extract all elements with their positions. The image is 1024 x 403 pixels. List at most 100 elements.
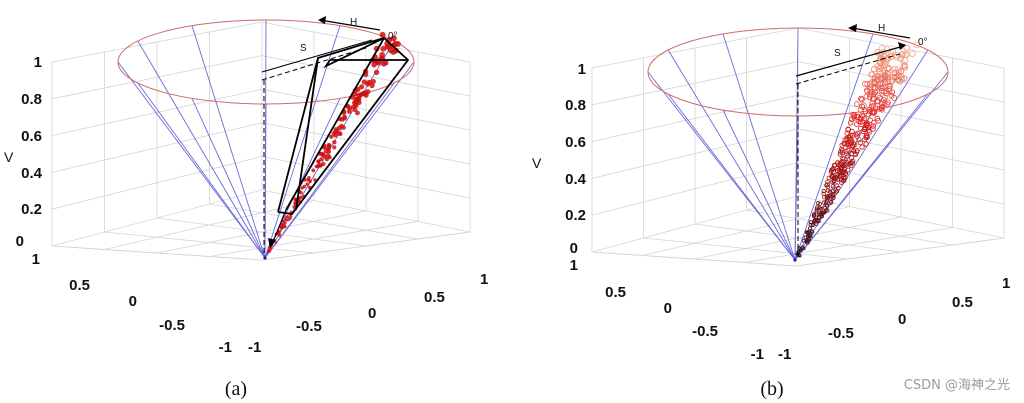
a-annotation-s: S	[300, 43, 307, 54]
panel-a-grid	[51, 21, 471, 261]
b-data-point	[817, 201, 823, 206]
b-data-point	[845, 134, 851, 141]
b-data-point	[854, 130, 861, 136]
a-cone-spoke-6	[117, 61, 266, 259]
a-frame-notch	[323, 37, 385, 69]
a-data-point	[355, 110, 360, 116]
a-z-tick-4: 0.8	[21, 91, 42, 108]
a-data-point	[278, 229, 281, 233]
a-data-point	[289, 214, 293, 218]
b-data-point	[830, 179, 835, 185]
b-data-point	[813, 39, 817, 43]
b-data-point	[871, 78, 878, 86]
a-cone-rim	[117, 19, 415, 105]
b-data-point	[913, 41, 921, 49]
b-data-point	[815, 201, 821, 206]
b-data-point	[811, 53, 815, 57]
b-data-point	[815, 205, 820, 210]
b-x-tick-1: 0.5	[605, 284, 626, 301]
b-data-point	[854, 53, 858, 57]
b-data-point	[814, 207, 819, 212]
b-data-point	[829, 193, 834, 199]
a-data-point	[321, 162, 326, 166]
b-cone-spoke-7	[667, 49, 796, 261]
b-cone-spoke-11	[794, 49, 929, 261]
a-data-point	[323, 149, 328, 154]
b-data-point	[886, 86, 893, 93]
a-floor-b-3	[209, 221, 419, 257]
b-data-point	[852, 151, 858, 157]
b-cone-spoke-9	[794, 27, 799, 261]
b-data-point	[882, 79, 889, 86]
b-data-point	[804, 239, 809, 244]
a-z-tick-0: 0	[16, 233, 24, 250]
a-z-tick-2: 0.4	[21, 165, 43, 182]
b-data-point	[808, 220, 813, 225]
b-data-point	[880, 97, 887, 103]
b-data-point	[864, 81, 871, 88]
a-data-point	[286, 215, 289, 218]
a-data-point	[379, 31, 386, 38]
a-data-point	[355, 86, 361, 92]
b-y-tick-4: 1	[1002, 275, 1010, 292]
a-data-point	[327, 155, 332, 160]
b-data-point	[865, 127, 872, 134]
b-z-tick-4: 0.8	[565, 97, 586, 114]
b-data-point	[849, 128, 855, 135]
b-data-point	[853, 101, 860, 107]
a-data-point	[316, 159, 321, 164]
a-data-point	[356, 97, 362, 103]
b-data-point	[862, 108, 869, 114]
b-data-point	[835, 160, 841, 166]
b-data-point	[819, 51, 823, 55]
a-data-point	[379, 52, 385, 58]
a-x-tick-1: 0.5	[69, 277, 90, 294]
a-z-tick-5: 1	[34, 54, 42, 71]
b-data-point	[836, 185, 841, 191]
b-data-point	[896, 78, 903, 85]
b-annotation-zero-deg: 0°	[918, 37, 928, 48]
b-floor-outline	[591, 195, 1005, 267]
b-data-point	[889, 89, 896, 96]
a-x-tick-3: -0.5	[159, 317, 185, 334]
b-data-point	[831, 162, 837, 168]
b-data-point	[832, 37, 836, 41]
b-data-point	[839, 59, 843, 63]
b-data-point	[894, 76, 902, 84]
b-data-point	[857, 107, 864, 113]
b-data-point	[868, 71, 875, 78]
b-cone-spoke-6	[647, 71, 796, 261]
panel-a-frame	[261, 16, 410, 256]
a-frame-outer	[277, 36, 410, 215]
b-data-point	[822, 38, 826, 42]
b-data-point	[819, 55, 823, 59]
b-data-point	[849, 151, 855, 157]
b-z-tick-5: 1	[578, 61, 586, 78]
b-data-point	[880, 64, 888, 72]
a-data-point	[333, 129, 338, 135]
b-data-point	[859, 144, 865, 150]
a-data-point	[292, 205, 296, 209]
a-floor-outline	[51, 189, 471, 261]
a-x-tick-0: 1	[32, 251, 40, 268]
a-data-point	[390, 49, 397, 55]
b-data-point	[833, 36, 837, 40]
a-data-point	[281, 223, 285, 226]
a-data-point	[359, 84, 365, 90]
b-data-point	[808, 226, 812, 231]
b-data-point	[903, 44, 911, 52]
b-data-point	[891, 69, 899, 77]
b-data-point	[885, 83, 892, 90]
a-data-point	[268, 246, 271, 249]
b-data-point	[830, 167, 835, 172]
b-data-point	[887, 53, 895, 60]
b-data-point	[888, 78, 895, 85]
a-floor-b-2	[156, 210, 367, 254]
b-data-point	[812, 212, 817, 217]
b-data-point	[862, 137, 868, 143]
b-cone-spoke-8	[722, 33, 796, 261]
b-panel-label: (b)	[760, 378, 783, 400]
b-x-tick-2: 0	[664, 300, 672, 317]
a-annotation-h: H	[350, 17, 357, 28]
